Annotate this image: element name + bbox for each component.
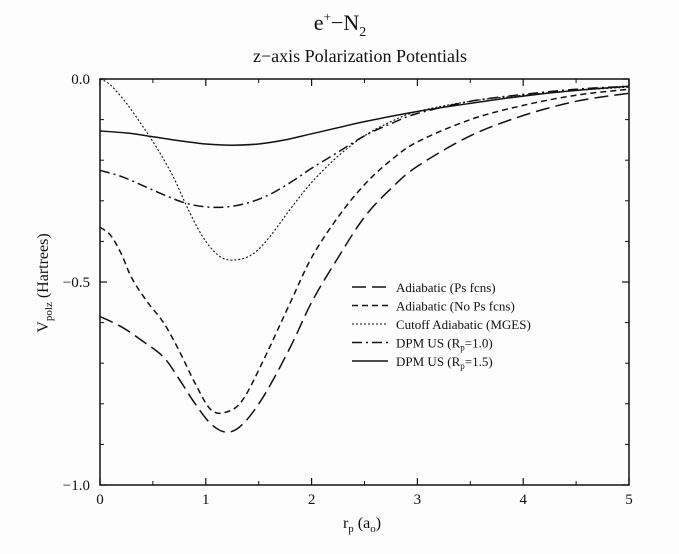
x-tick-label: 5 bbox=[625, 492, 633, 508]
x-tick-label: 1 bbox=[202, 492, 210, 508]
axis-ticks bbox=[99, 78, 630, 486]
title-superscript: + bbox=[324, 9, 331, 24]
plot-frame bbox=[99, 78, 630, 486]
y-tick-label: 0.0 bbox=[71, 72, 90, 88]
chart-title: e+−N2 bbox=[314, 9, 366, 40]
xlabel-close: ) bbox=[376, 515, 381, 532]
ylabel-sub: polz bbox=[43, 302, 55, 321]
legend-label-2: Adiabatic (No Ps fcns) bbox=[396, 299, 515, 314]
ylabel-base: V bbox=[35, 321, 52, 333]
xlabel-rest: (a bbox=[354, 515, 370, 532]
series-line-2 bbox=[99, 88, 630, 415]
title-base: e bbox=[314, 10, 324, 35]
x-tick-label: 0 bbox=[96, 492, 104, 508]
xlabel-sub2: o bbox=[370, 523, 376, 535]
title-dash-n: −N bbox=[331, 10, 359, 35]
title-subscript: 2 bbox=[359, 25, 366, 40]
legend-label-4: DPM US (Rp=1.0) bbox=[396, 336, 493, 353]
ylabel-rest: (Hartrees) bbox=[35, 233, 52, 302]
xlabel-sub: p bbox=[348, 523, 354, 535]
chart-subtitle: z−axis Polarization Potentials bbox=[253, 46, 467, 66]
series-line-4 bbox=[99, 85, 630, 209]
x-tick-label: 4 bbox=[519, 492, 527, 508]
y-tick-label: −0.5 bbox=[63, 275, 90, 291]
x-tick-label: 3 bbox=[414, 492, 422, 508]
xlabel-base: r bbox=[343, 515, 349, 532]
series-line-5 bbox=[99, 85, 630, 146]
series-line-1 bbox=[99, 92, 630, 433]
y-axis-label: Vpolz (Hartrees) bbox=[35, 233, 55, 332]
series-line-3 bbox=[99, 78, 630, 261]
legend-label-5: DPM US (Rp=1.5) bbox=[396, 354, 493, 371]
y-tick-label: −1.0 bbox=[63, 478, 90, 494]
legend-label-3: Cutoff Adiabatic (MGES) bbox=[396, 317, 531, 332]
legend-label-1: Adiabatic (Ps fcns) bbox=[396, 280, 496, 295]
x-axis-label: rp (ao) bbox=[343, 515, 381, 535]
legend: Adiabatic (Ps fcns) Adiabatic (No Ps fcns… bbox=[352, 280, 531, 371]
axis-tick-labels: 0 1 2 3 4 5 0.0 −0.5 −1.0 bbox=[63, 72, 633, 508]
series-lines bbox=[99, 78, 630, 433]
x-tick-label: 2 bbox=[308, 492, 316, 508]
